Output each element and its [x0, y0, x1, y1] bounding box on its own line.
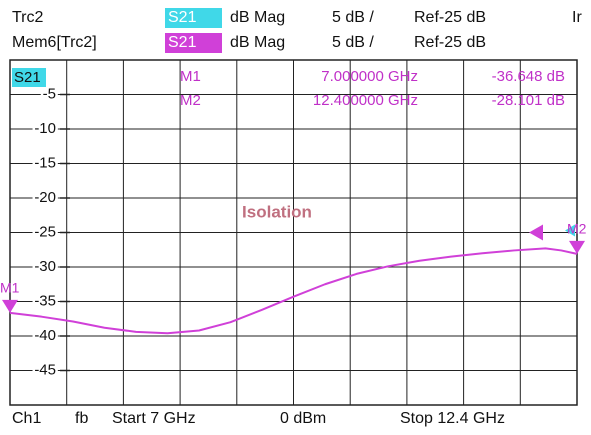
marker-name: M2 [180, 92, 201, 109]
y-tick-label: -10 [34, 120, 56, 137]
mode: fb [75, 410, 88, 427]
marker-tag: M2 [567, 221, 587, 237]
marker-x: 12.400000 GHz [313, 92, 418, 109]
marker-y: -28.101 dB [492, 92, 565, 109]
param-box [165, 8, 222, 28]
format: dB Mag [230, 34, 285, 51]
ref: Ref-25 dB [414, 34, 486, 51]
y-tick-label: -5 [43, 85, 56, 102]
trace [9, 247, 578, 335]
extra: Ir [572, 9, 582, 26]
trace-name: Mem6[Trc2] [12, 34, 97, 51]
annotation: Isolation [242, 202, 312, 221]
y-tick-label: -30 [34, 258, 56, 275]
y-tick-label: -15 [34, 154, 56, 171]
y-tick-label: -40 [34, 327, 56, 344]
marker-tag: M1 [0, 280, 20, 296]
plot-border [9, 59, 578, 406]
param-box [165, 33, 222, 53]
marker-triangle [569, 240, 585, 254]
y-tick-label: -20 [34, 189, 56, 206]
trace-name: Trc2 [12, 9, 44, 26]
channel: Ch1 [12, 410, 41, 427]
marker-name: M1 [180, 68, 201, 85]
stop: Stop 12.4 GHz [400, 410, 505, 427]
scale: 5 dB / [332, 9, 374, 26]
y-tick-label: -25 [34, 223, 56, 240]
scale: 5 dB / [332, 34, 374, 51]
ref: Ref-25 dB [414, 9, 486, 26]
ref-level-marker-trc [565, 224, 575, 237]
param: S21 [168, 34, 197, 51]
power: 0 dBm [280, 410, 326, 427]
marker-x: 7.000000 GHz [321, 68, 418, 85]
trace-label: S21 [14, 69, 41, 86]
start: Start 7 GHz [112, 410, 196, 427]
param: S21 [168, 9, 197, 26]
marker-triangle [2, 299, 18, 313]
y-tick-label: -45 [34, 361, 56, 378]
ref-level-marker [529, 224, 543, 241]
trace-label-box [12, 68, 46, 87]
format: dB Mag [230, 9, 285, 26]
y-tick-label: -35 [34, 292, 56, 309]
marker-y: -36.648 dB [492, 68, 565, 85]
